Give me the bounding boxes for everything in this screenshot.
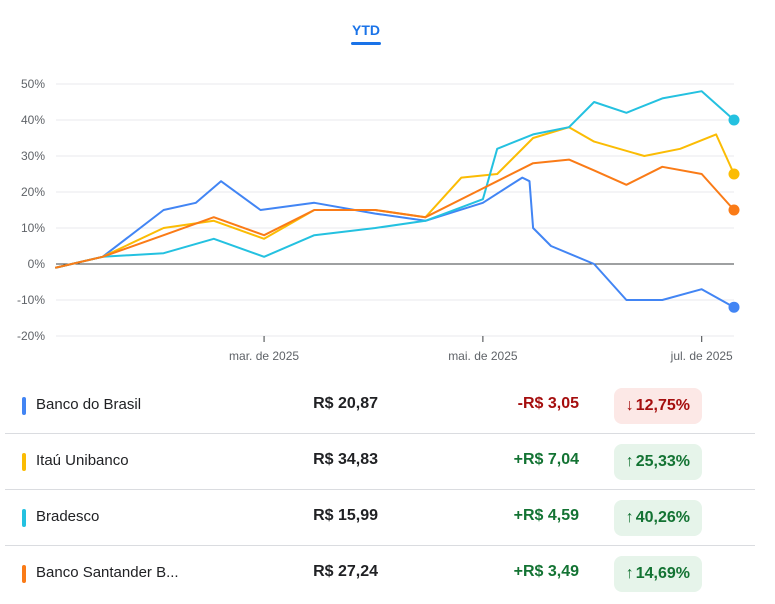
- series-end-point: [728, 168, 740, 180]
- y-tick-label: 10%: [21, 221, 45, 235]
- series-line: [55, 90, 735, 269]
- series-swatch: [22, 397, 26, 415]
- stock-name: Bradesco: [36, 508, 100, 525]
- percent-change-badge: ↑ 14,69%: [613, 556, 702, 592]
- price-change: +R$ 3,49: [513, 563, 579, 580]
- table-row[interactable]: Itaú Unibanco R$ 34,83 +R$ 7,04 ↑ 25,33%: [5, 434, 755, 490]
- y-tick-label: -10%: [17, 293, 45, 307]
- percent-change-badge: ↑ 25,33%: [613, 444, 702, 480]
- percent-change: 25,33%: [635, 453, 690, 470]
- y-tick-label: 0%: [28, 257, 46, 271]
- series-swatch: [22, 509, 26, 527]
- arrow-up-icon: ↑: [625, 565, 634, 582]
- table-row[interactable]: Banco Santander B... R$ 27,24 +R$ 3,49 ↑…: [5, 546, 755, 601]
- x-tick-label: mar. de 2025: [229, 349, 299, 363]
- quote-table: Banco do Brasil R$ 20,87 -R$ 3,05 ↓ 12,75…: [5, 378, 755, 601]
- stock-price: R$ 15,99: [313, 507, 378, 524]
- y-tick-label: -20%: [17, 329, 45, 343]
- stock-price: R$ 34,83: [313, 451, 378, 468]
- table-row[interactable]: Bradesco R$ 15,99 +R$ 4,59 ↑ 40,26%: [5, 490, 755, 546]
- x-tick-label: mai. de 2025: [448, 349, 518, 363]
- line-chart: 50% 40% 30% 20% 10% 0% -10% -20% mar. de 2025 mai…: [17, 77, 740, 363]
- series-swatch: [22, 453, 26, 471]
- tab-ytd-underline: [351, 42, 381, 45]
- stock-price: R$ 27,24: [313, 563, 378, 580]
- tab-ytd[interactable]: YTD: [352, 22, 380, 38]
- y-tick-label: 30%: [21, 149, 45, 163]
- stock-name: Itaú Unibanco: [36, 452, 129, 469]
- price-change: +R$ 7,04: [513, 451, 579, 468]
- series-end-point: [728, 114, 740, 126]
- percent-change-badge: ↑ 40,26%: [613, 500, 702, 536]
- percent-change-badge: ↓ 12,75%: [613, 388, 702, 424]
- percent-change: 40,26%: [635, 509, 690, 526]
- percent-change: 12,75%: [635, 397, 690, 414]
- stock-name: Banco do Brasil: [36, 396, 142, 413]
- series-line: [55, 126, 735, 269]
- stock-name: Banco Santander B...: [36, 564, 179, 581]
- table-row[interactable]: Banco do Brasil R$ 20,87 -R$ 3,05 ↓ 12,75…: [5, 378, 755, 434]
- y-tick-label: 50%: [21, 77, 45, 91]
- series-line: [55, 158, 735, 269]
- price-change: +R$ 4,59: [513, 507, 579, 524]
- series-swatch: [22, 565, 26, 583]
- y-tick-label: 20%: [21, 185, 45, 199]
- price-change: -R$ 3,05: [517, 395, 579, 412]
- stock-price: R$ 20,87: [313, 395, 378, 412]
- percent-change: 14,69%: [635, 565, 690, 582]
- arrow-up-icon: ↑: [625, 453, 634, 470]
- series-end-point: [728, 301, 740, 313]
- y-tick-label: 40%: [21, 113, 45, 127]
- series-line: [55, 176, 735, 309]
- arrow-down-icon: ↓: [625, 397, 634, 414]
- arrow-up-icon: ↑: [625, 509, 634, 526]
- x-tick-label: jul. de 2025: [670, 349, 733, 363]
- series-end-point: [728, 204, 740, 216]
